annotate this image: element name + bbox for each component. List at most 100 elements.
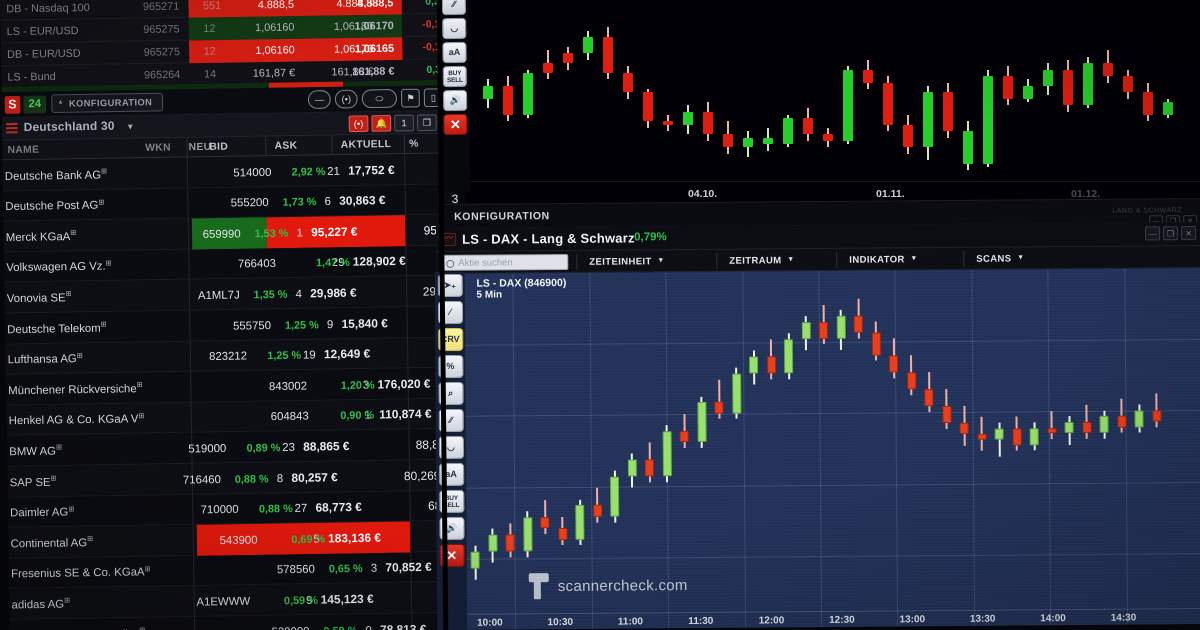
candlestick: [743, 0, 753, 178]
provider-label: LANG & SCHWARZ: [1112, 207, 1183, 215]
quote-wkn: 965275: [143, 45, 181, 59]
curve-icon[interactable]: ◡: [442, 17, 467, 40]
quote-neu: 14: [203, 68, 217, 81]
candlestick: [663, 0, 673, 178]
candlestick: [959, 292, 970, 588]
chevron-down-icon[interactable]: ▼: [126, 122, 135, 132]
chart-change-percent: 0,79%: [634, 231, 667, 244]
watchlist-name: Deutschland 30: [23, 120, 115, 135]
indikator-dropdown[interactable]: INDIKATOR: [836, 251, 925, 268]
row-bid: 15,840 €: [341, 317, 388, 331]
row-percent: 0,65 %: [328, 562, 363, 576]
chart-interval: 5 Min: [476, 289, 503, 301]
candlestick: [976, 292, 987, 588]
candlestick: [626, 294, 637, 590]
candlestick-chart-area[interactable]: scannercheck.com 10:00 10:30 11:00 11:30 12:…: [436, 267, 1200, 630]
flag-icon[interactable]: ⚑: [401, 88, 421, 108]
maximize-icon[interactable]: ❐: [1163, 226, 1179, 241]
scans-dropdown[interactable]: SCANS: [963, 250, 1032, 267]
row-name: Lufthansa AG⊞: [7, 352, 83, 367]
candlestick: [609, 295, 620, 591]
candlestick: [523, 0, 533, 178]
row-wkn: A1EWWW: [196, 595, 251, 609]
xtick: 12:00: [758, 615, 785, 627]
zeitraum-dropdown[interactable]: ZEITRAUM: [716, 252, 802, 269]
row-bid: 17,752 €: [348, 164, 395, 178]
quote-bid: 4.888,5: [257, 0, 295, 12]
konfiguration-label[interactable]: KONFIGURATION: [454, 210, 550, 223]
candlestick: [504, 295, 515, 591]
row-name: Merck KGaA⊞: [5, 230, 77, 245]
top-chart-panel[interactable]: 04.10. 01.11. 01.12.: [466, 0, 1200, 207]
quote-wkn: 965271: [142, 0, 180, 14]
candlestick: [783, 0, 793, 178]
close-icon[interactable]: ✕: [1181, 226, 1197, 241]
watermark: scannercheck.com: [527, 572, 688, 599]
row-wkn: 766403: [237, 258, 277, 272]
row-name: Deutsche Post AG⊞: [5, 199, 105, 214]
toggle-icon[interactable]: ⬭: [361, 88, 398, 109]
row-name: Continental AG⊞: [10, 536, 94, 551]
candlestick: [889, 292, 900, 588]
text-icon[interactable]: aA: [442, 41, 467, 64]
row-wkn: 659990: [202, 227, 241, 241]
candlestick: [1134, 290, 1145, 586]
row-wkn: 843002: [268, 380, 308, 394]
row-percent: 1,53 %: [254, 227, 289, 241]
col-bid[interactable]: BID: [209, 141, 229, 154]
xtick: 10:30: [547, 616, 574, 629]
row-percent: 0,88 %: [234, 472, 269, 486]
candlestick: [803, 0, 813, 178]
signal-icon[interactable]: (•): [348, 115, 369, 133]
candlestick: [1151, 290, 1162, 586]
watermark-text: scannercheck.com: [557, 576, 688, 595]
minimize-icon[interactable]: —: [307, 90, 331, 110]
xtick: 14:00: [1040, 613, 1066, 625]
col-ask[interactable]: ASK: [274, 140, 298, 152]
bell-icon[interactable]: 🔔: [371, 114, 392, 132]
row-neu: 1: [296, 226, 303, 240]
candlestick: [903, 0, 913, 178]
page-1-icon[interactable]: 1: [394, 114, 415, 132]
xtick: 04.10.: [688, 188, 718, 200]
signal-icon[interactable]: (•): [334, 89, 358, 109]
candlestick: [503, 0, 513, 178]
row-percent: 0,88 %: [258, 502, 293, 516]
col-aktuell[interactable]: AKTUELL: [340, 138, 392, 151]
row-wkn: 555750: [232, 319, 272, 333]
row-bid: 88,865 €: [303, 440, 350, 454]
col-name[interactable]: NAME: [7, 144, 40, 157]
candlestick: [486, 296, 498, 592]
zeiteinheit-dropdown[interactable]: ZEITEINHEIT: [576, 253, 672, 270]
minimize-icon[interactable]: —: [1145, 226, 1161, 241]
close-icon[interactable]: ✕: [443, 113, 468, 136]
col-neu[interactable]: NEU: [188, 141, 212, 154]
candlestick: [643, 0, 653, 178]
row-wkn: 555200: [230, 196, 269, 210]
row-percent: 0,59 %: [323, 624, 357, 630]
quote-aktuell: 4.888,5: [357, 0, 394, 10]
konfiguration-button[interactable]: KONFIGURATION: [51, 92, 163, 114]
candlestick: [1123, 0, 1133, 178]
col-percent[interactable]: %: [408, 138, 419, 150]
buy-sell-icon[interactable]: BUY SELL: [442, 65, 467, 88]
candlestick: [603, 0, 613, 178]
candlestick: [1023, 0, 1033, 178]
row-neu: 9: [326, 318, 334, 331]
quote-bid: 161,87 €: [252, 66, 296, 80]
parallel-lines-icon[interactable]: ∕∕: [441, 0, 467, 16]
candlestick: [661, 294, 672, 590]
candlestick: [836, 293, 847, 589]
quote-aktuell: 161,88 €: [352, 65, 395, 79]
candlestick: [574, 295, 585, 591]
candlestick: [1083, 0, 1093, 178]
speaker-icon[interactable]: 🔊: [442, 89, 468, 112]
menu-icon[interactable]: [6, 122, 18, 135]
top-chart-xaxis: 04.10. 01.11. 01.12.: [466, 181, 1200, 207]
search-input[interactable]: Aktie suchen: [442, 253, 569, 271]
window-icon[interactable]: ❐: [416, 114, 437, 132]
row-name: Fresenius SE & Co. KGaA⊞: [11, 566, 151, 581]
col-wkn[interactable]: WKN: [145, 142, 171, 155]
candlestick: [871, 293, 882, 589]
